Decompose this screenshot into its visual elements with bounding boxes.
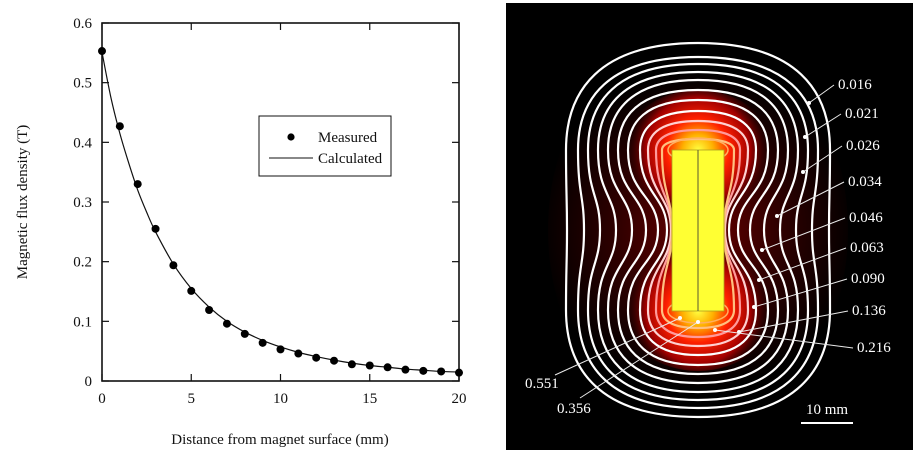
leader-line [804,113,842,138]
legend-box [258,115,392,177]
legend-label-calculated: Calculated [318,151,383,167]
x-tick-label: 20 [452,391,467,407]
contour-label: 0.090 [851,271,885,287]
legend-marker-measured [287,133,295,141]
series-layer [98,47,463,377]
contour-labels: 0.016 0.021 0.026 0.034 0.046 0.063 0.090 0.136… [525,77,891,417]
contour-label: 0.216 [857,340,891,356]
data-point-measured [169,261,178,270]
data-point-measured [347,360,356,369]
data-point-measured [133,180,142,189]
data-point-measured [98,47,106,56]
x-tick-label: 5 [188,391,196,407]
arrow-head [801,170,805,174]
leader-line [761,217,846,251]
arrow-head [696,320,700,324]
y-axis-title: Magnetic flux density (T) [15,125,31,280]
data-point-measured [294,349,303,358]
leader-line [554,317,681,376]
x-axis: 0 5 10 15 20 [98,23,467,407]
contour-line [660,137,736,330]
data-point-measured [455,368,463,377]
arrow-head [757,278,761,282]
contour-line [606,78,790,385]
scale-bar-label: 10 mm [806,402,848,418]
y-tick-label: 0.5 [73,76,92,92]
data-point-measured [437,367,446,376]
contour-label: 0.063 [850,240,884,256]
contour-label: 0.356 [557,401,591,417]
x-tick-label: 0 [98,391,106,407]
legend: Measured Calculated [258,115,392,177]
data-point-measured [151,224,160,233]
data-point-measured [258,338,267,347]
y-tick-label: 0.1 [73,314,92,330]
leader-line [753,278,848,308]
arrow-head [713,328,717,332]
data-point-measured [312,353,321,362]
data-point-measured [401,365,410,374]
arrow-head [775,214,779,218]
contour-label: 0.034 [848,174,882,190]
leader-line [579,321,699,399]
contour-label: 0.046 [849,210,883,226]
data-point-measured [205,305,214,314]
flux-density-chart: 0 0.1 0.2 0.3 0.4 0.5 0.6 0 5 10 15 20 Magnetic fl… [15,16,467,448]
contour-line [646,119,750,348]
contour-line [626,98,770,367]
scale-bar: 10 mm [801,402,853,424]
leader-line [758,247,847,281]
y-tick-label: 0.2 [73,255,92,271]
contour-label: 0.021 [845,106,879,122]
data-point-measured [365,361,374,370]
y-tick-label: 0 [85,374,93,390]
leader-line [808,84,835,104]
contour-label: 0.551 [525,376,559,392]
data-point-measured [187,286,196,295]
leader-line [714,329,854,349]
contour-label: 0.026 [846,138,880,154]
contour-lines [564,41,832,419]
x-tick-label: 15 [362,391,377,407]
arrow-head [807,101,811,105]
leader-line [776,181,845,217]
contour-line [638,109,758,357]
contour-label: 0.016 [838,77,872,93]
arrow-head [752,305,756,309]
contour-line [616,88,780,376]
leader-line [802,145,843,173]
data-point-measured [115,122,124,131]
y-axis: 0 0.1 0.2 0.3 0.4 0.5 0.6 [73,16,459,390]
y-tick-label: 0.6 [73,16,92,32]
data-point-measured [419,366,428,375]
arrow-head [760,248,764,252]
data-point-measured [240,329,249,338]
data-point-measured [383,363,392,372]
leader-line [738,310,849,333]
x-tick-label: 10 [273,391,288,407]
contour-line [596,70,800,394]
arrow-head [803,135,807,139]
y-tick-label: 0.4 [73,135,92,151]
y-tick-label: 0.3 [73,195,92,211]
contour-leaders [554,84,854,399]
contour-line [564,41,832,419]
data-point-measured [330,356,339,365]
arrow-head [678,316,682,320]
x-axis-title: Distance from magnet surface (mm) [171,432,388,448]
data-point-measured [276,345,285,354]
legend-label-measured: Measured [318,130,378,146]
contour-line [654,128,742,339]
data-point-measured [222,319,231,328]
contour-line [576,55,820,410]
contour-label: 0.136 [852,303,886,319]
